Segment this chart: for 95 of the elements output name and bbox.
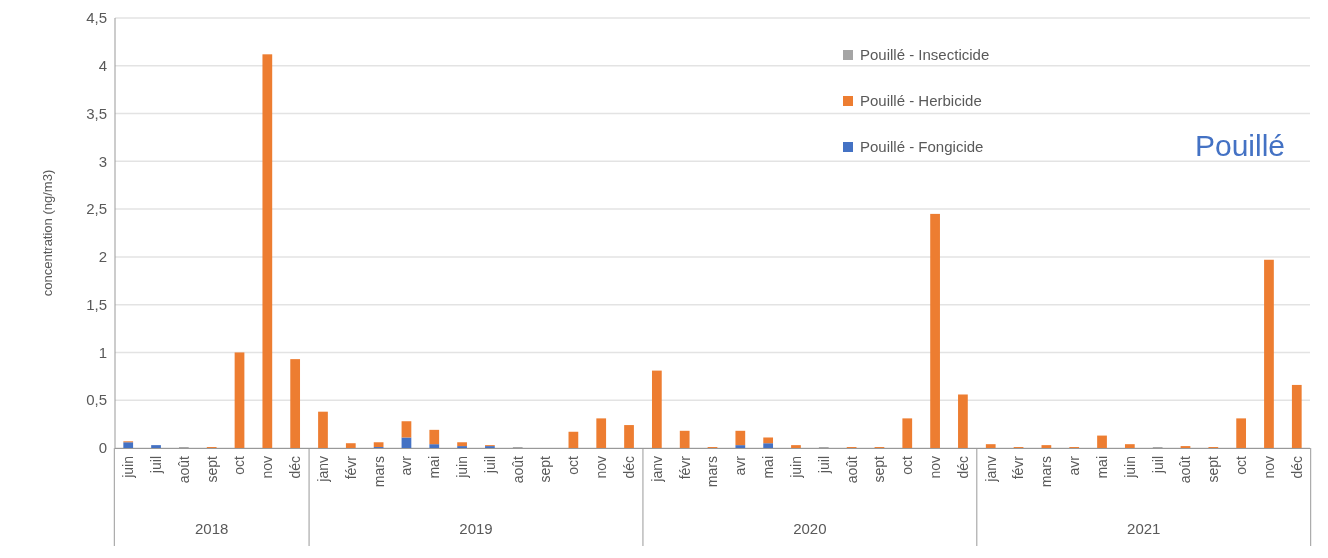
x-tick-label: oct bbox=[565, 455, 582, 475]
x-tick-label: juil bbox=[147, 456, 164, 475]
x-tick-label: sept bbox=[537, 455, 554, 483]
x-tick-label: janv bbox=[648, 456, 665, 483]
x-tick-label: janv bbox=[982, 456, 999, 483]
bar bbox=[930, 213, 940, 448]
y-tick-label: 1,5 bbox=[86, 295, 107, 313]
x-tick-label: sept bbox=[871, 455, 888, 483]
x-tick-label: oct bbox=[1233, 455, 1250, 475]
bar bbox=[651, 370, 662, 448]
text: 2018 bbox=[195, 520, 229, 537]
text: 2021 bbox=[1127, 520, 1161, 537]
bar bbox=[568, 431, 579, 448]
x-tick-label: mars bbox=[370, 456, 387, 488]
bar bbox=[429, 429, 440, 445]
x-tick-label: nov bbox=[1260, 456, 1277, 479]
y-tick-label: 3,5 bbox=[86, 104, 107, 122]
x-tick-label: août bbox=[1177, 455, 1194, 484]
y-tick-label: 0,5 bbox=[86, 391, 107, 409]
x-tick-label: juil bbox=[815, 456, 832, 475]
x-tick-label: août bbox=[509, 455, 526, 484]
x-tick-label: juin bbox=[787, 456, 804, 479]
bar bbox=[958, 394, 968, 448]
x-tick-label: mars bbox=[704, 456, 721, 488]
y-axis-title: concentration (ng/m3) bbox=[40, 169, 55, 297]
y-tick-label: 4,5 bbox=[86, 9, 107, 27]
bar bbox=[596, 418, 607, 448]
legend-label: Pouillé - Insecticide bbox=[860, 46, 990, 64]
y-tick-label: 2,5 bbox=[86, 200, 107, 218]
x-tick-label: oct bbox=[899, 455, 916, 475]
bar bbox=[1291, 384, 1302, 448]
bar bbox=[373, 442, 384, 448]
bar bbox=[401, 421, 412, 438]
x-tick-label: août bbox=[175, 455, 192, 484]
x-tick-label: mai bbox=[760, 456, 777, 479]
bar bbox=[791, 445, 801, 448]
x-tick-label: avr bbox=[398, 455, 415, 476]
text: 2019 bbox=[459, 520, 493, 537]
y-tick-label: 0 bbox=[98, 439, 107, 457]
bar bbox=[1124, 444, 1135, 448]
annotation: Pouillé bbox=[1194, 129, 1286, 162]
y-tick-label: 1 bbox=[98, 343, 107, 361]
x-tick-label: mars bbox=[1038, 456, 1055, 488]
x-tick-label: sept bbox=[203, 455, 220, 483]
x-tick-label: déc bbox=[620, 456, 637, 479]
bar bbox=[318, 411, 328, 448]
y-tick-label: 3 bbox=[98, 152, 107, 170]
bar bbox=[735, 430, 746, 446]
x-tick-label: juin bbox=[120, 456, 137, 479]
x-tick-label: févr bbox=[342, 455, 359, 480]
bar bbox=[234, 352, 245, 448]
x-tick-label: févr bbox=[1010, 455, 1027, 480]
x-tick-label: juin bbox=[453, 456, 470, 479]
x-tick-label: janv bbox=[314, 456, 331, 483]
bar bbox=[1264, 259, 1274, 448]
x-tick-label: juil bbox=[1149, 456, 1166, 475]
bar bbox=[123, 442, 134, 448]
x-tick-label: nov bbox=[926, 456, 943, 479]
bar bbox=[457, 442, 467, 447]
x-tick-label: mai bbox=[426, 456, 443, 479]
bar bbox=[985, 444, 996, 448]
bar bbox=[1041, 445, 1052, 448]
bar bbox=[763, 437, 774, 444]
x-tick-label: sept bbox=[1205, 455, 1222, 483]
x-tick-label: févr bbox=[676, 455, 693, 480]
text: 2020 bbox=[793, 520, 827, 537]
bar bbox=[290, 359, 301, 448]
bar bbox=[429, 444, 440, 448]
x-tick-label: mai bbox=[1093, 456, 1110, 479]
bar bbox=[902, 418, 913, 448]
bar bbox=[735, 445, 746, 448]
x-tick-label: déc bbox=[1288, 456, 1305, 479]
x-tick-label: juil bbox=[481, 456, 498, 475]
bar bbox=[401, 437, 412, 448]
x-tick-label: déc bbox=[287, 456, 304, 479]
x-tick-label: oct bbox=[231, 455, 248, 475]
y-tick-label: 2 bbox=[98, 248, 107, 266]
x-tick-label: nov bbox=[259, 456, 276, 479]
y-tick-label: 4 bbox=[98, 57, 107, 75]
x-tick-label: nov bbox=[593, 456, 610, 479]
bar bbox=[763, 443, 774, 448]
x-tick-label: août bbox=[843, 455, 860, 484]
legend-label: Pouillé - Herbicide bbox=[860, 92, 982, 110]
bar bbox=[262, 54, 273, 448]
x-tick-label: juin bbox=[1121, 456, 1138, 479]
bar bbox=[1236, 418, 1247, 448]
x-tick-label: avr bbox=[732, 455, 749, 476]
x-tick-label: déc bbox=[954, 456, 971, 479]
x-tick-label: avr bbox=[1066, 455, 1083, 476]
bar bbox=[151, 445, 161, 448]
bar bbox=[1097, 435, 1107, 448]
bar bbox=[679, 430, 690, 448]
bar bbox=[624, 425, 634, 448]
legend-label: Pouillé - Fongicide bbox=[860, 138, 984, 156]
bar bbox=[345, 443, 356, 448]
